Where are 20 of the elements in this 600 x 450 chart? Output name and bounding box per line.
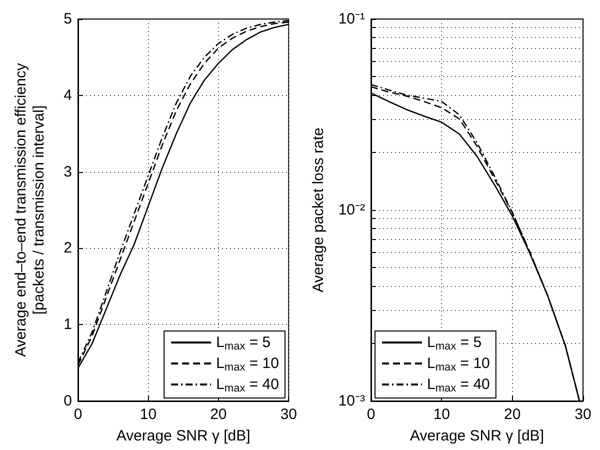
x-tick-label: 0 [366,406,376,423]
y-tick-label: 5 [64,10,72,28]
y-tick-label: 10⁻¹ [338,10,365,28]
y-tick-label: 3 [64,163,72,180]
y-tick-label: 4 [64,86,72,104]
x-tick-label: 10 [433,406,450,423]
x-axis-title: Average SNR γ [dB] [410,428,544,444]
x-tick-label: 20 [504,406,521,423]
y-tick-label: 1 [64,316,72,334]
x-tick-label: 10 [140,406,157,423]
x-axis-title: Average SNR γ [dB] [116,428,250,444]
x-tick-label: 30 [574,406,592,423]
y-tick-label: 10⁻³ [338,392,365,410]
y-axis-title: Average packet loss rate [310,128,327,292]
y-tick-label: 10⁻² [338,202,365,218]
x-tick-label: 20 [210,406,227,423]
y-tick-label: 0 [64,392,72,410]
y-tick-label: 2 [64,240,72,257]
x-tick-label: 30 [280,406,297,423]
y-axis-title: Average end–to–end transmission efficiency [packets / transmission interval] [12,62,48,357]
